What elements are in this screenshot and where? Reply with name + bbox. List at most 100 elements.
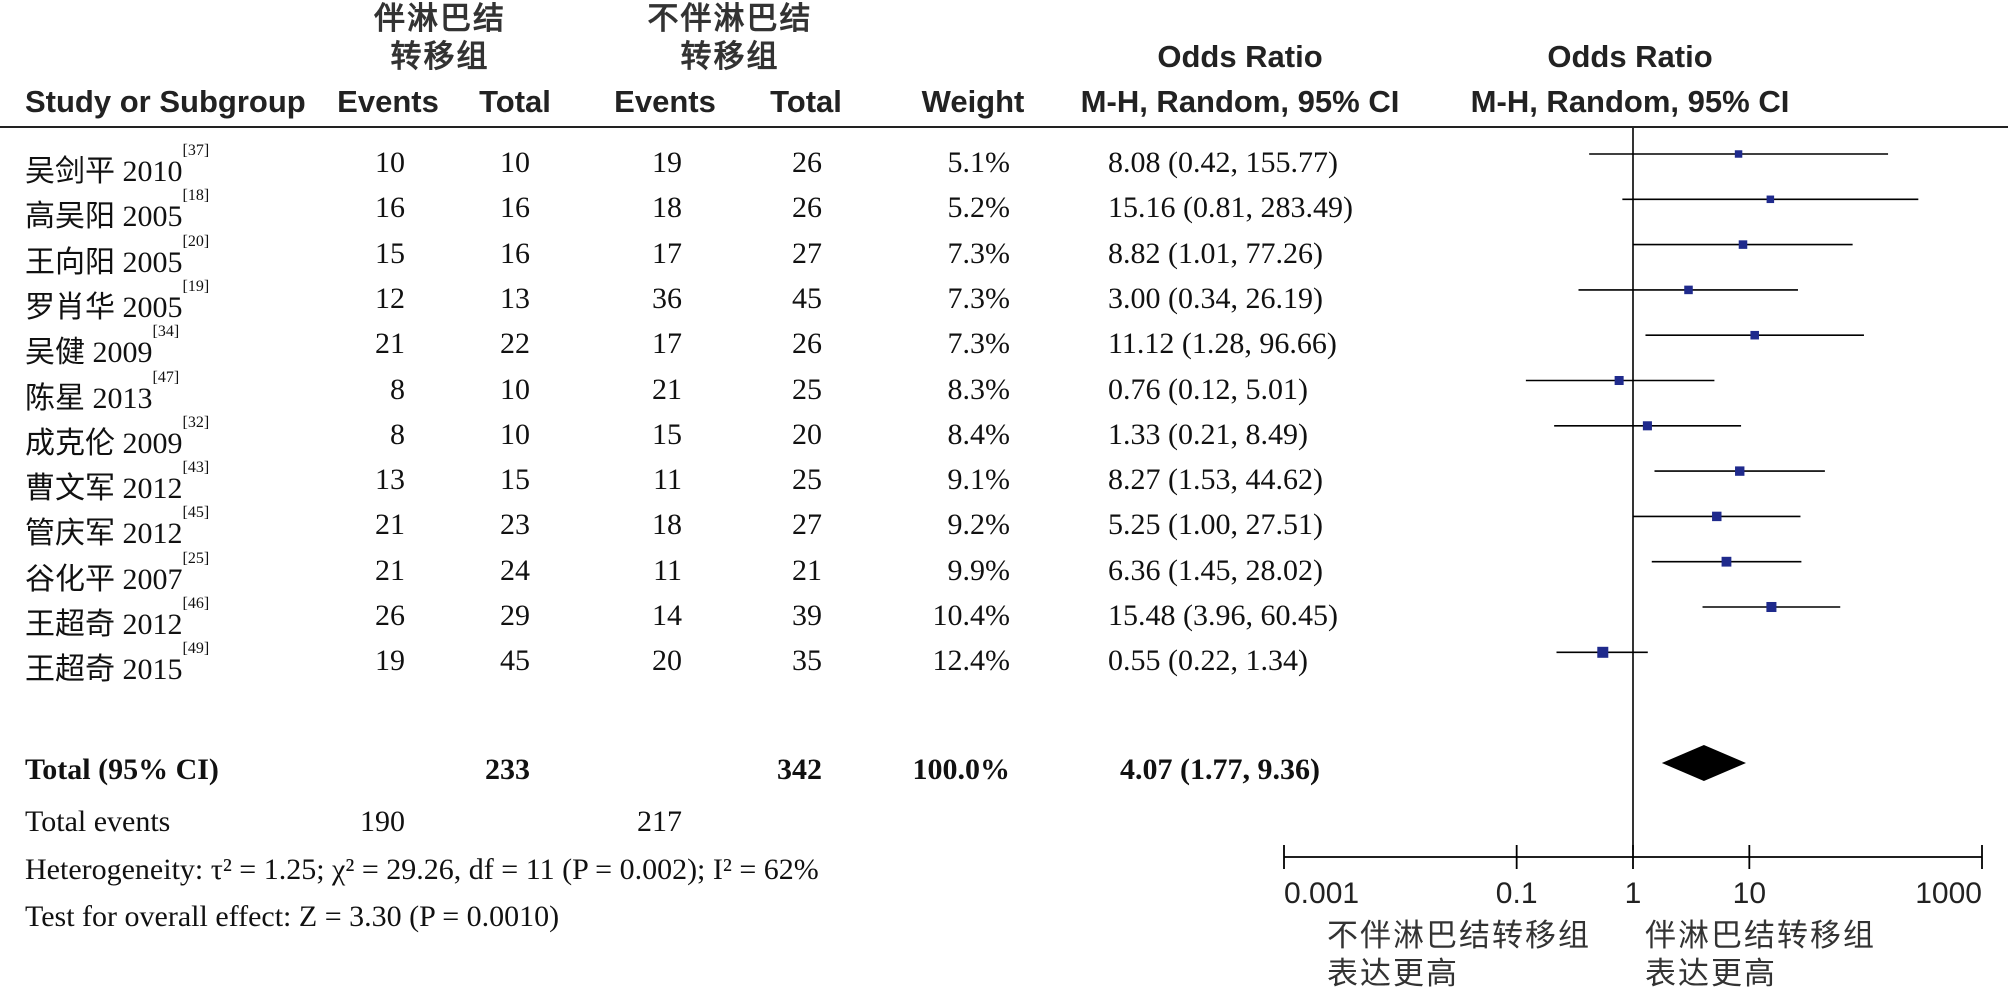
or-ci-cell: 6.36 (1.45, 28.02) xyxy=(1108,553,1323,587)
weight-cell: 7.3% xyxy=(947,281,1011,315)
right-direction-note: 伴淋巴结转移组 xyxy=(1645,918,1876,953)
events2-cell: 18 xyxy=(652,508,682,542)
total-label: Total (95% CI) xyxy=(25,753,219,786)
total2-cell: 21 xyxy=(792,553,822,587)
total1-cell: 10 xyxy=(500,417,530,451)
study-name: 管庆军 2012 xyxy=(25,517,183,551)
total2-cell: 27 xyxy=(792,236,822,270)
study-marker xyxy=(1738,240,1748,249)
events1-cell: 21 xyxy=(375,553,405,587)
total2-value: 342 xyxy=(777,753,822,786)
events1-cell: 8 xyxy=(390,372,405,406)
study-name: 高吴阳 2005 xyxy=(25,200,183,234)
total1-header: Total xyxy=(479,84,551,119)
total1-cell: 45 xyxy=(500,644,530,678)
group2-title: 不伴淋巴结 转移组 xyxy=(630,0,830,76)
total2-cell: 45 xyxy=(792,281,822,315)
events1-cell: 15 xyxy=(375,236,405,270)
events1-header: Events xyxy=(337,84,439,119)
study-name-cell: 谷化平 2007[25] xyxy=(25,550,209,598)
study-marker xyxy=(1750,330,1759,340)
events1-cell: 10 xyxy=(375,146,405,179)
total1-cell: 24 xyxy=(500,553,530,587)
events2-cell: 15 xyxy=(652,417,682,451)
events1-cell: 21 xyxy=(375,327,405,361)
total1-cell: 13 xyxy=(500,281,530,315)
total2-cell: 25 xyxy=(792,463,822,497)
group2-title-line1: 不伴淋巴结 xyxy=(647,1,813,36)
reference-superscript: [25] xyxy=(182,549,210,567)
total1-cell: 16 xyxy=(500,236,530,270)
events1-cell: 12 xyxy=(375,281,405,315)
plot-title: Odds Ratio xyxy=(1547,39,1713,74)
events2-cell: 17 xyxy=(652,236,682,270)
events1-cell: 8 xyxy=(390,417,405,451)
total1-value: 233 xyxy=(485,753,530,786)
events2-cell: 17 xyxy=(652,327,682,361)
weight-cell: 9.2% xyxy=(947,508,1011,542)
reference-superscript: [47] xyxy=(152,368,180,386)
weight-header: Weight xyxy=(921,84,1025,119)
x-tick-label: 0.1 xyxy=(1496,877,1538,910)
total2-cell: 20 xyxy=(792,417,822,451)
study-column-header: Study or Subgroup xyxy=(25,84,306,119)
pooled-diamond xyxy=(1661,745,1746,781)
study-name: 曹文军 2012 xyxy=(25,472,183,506)
study-name: 王超奇 2015 xyxy=(25,653,183,687)
study-name-cell: 陈星 2013[47] xyxy=(25,369,179,417)
study-name: 谷化平 2007 xyxy=(25,562,183,596)
or-ci-cell: 1.33 (0.21, 8.49) xyxy=(1108,417,1308,451)
events2-cell: 18 xyxy=(652,191,682,225)
total2-cell: 26 xyxy=(792,327,822,361)
reference-superscript: [37] xyxy=(182,142,210,159)
reference-superscript: [19] xyxy=(182,277,210,295)
study-name: 陈星 2013 xyxy=(25,381,153,415)
events2-cell: 21 xyxy=(652,372,682,406)
events2-cell: 11 xyxy=(653,553,682,587)
study-marker xyxy=(1766,601,1777,613)
study-marker xyxy=(1597,646,1609,658)
study-marker xyxy=(1766,195,1775,204)
total-events1: 190 xyxy=(360,805,405,838)
or-ci-cell: 8.27 (1.53, 44.62) xyxy=(1108,463,1323,497)
total1-cell: 22 xyxy=(500,327,530,361)
study-name: 吴剑平 2010 xyxy=(25,155,183,188)
study-name-cell: 罗肖华 2005[19] xyxy=(25,278,209,326)
or-ci-cell: 8.82 (1.01, 77.26) xyxy=(1108,236,1323,270)
or-ci-cell: 15.16 (0.81, 283.49) xyxy=(1108,191,1353,225)
total1-cell: 15 xyxy=(500,463,530,497)
study-name: 王超奇 2012 xyxy=(25,608,183,641)
x-tick-label: 0.001 xyxy=(1284,877,1359,910)
study-name-cell: 王超奇 2012[46] xyxy=(25,595,209,643)
study-name-cell: 高吴阳 2005[18] xyxy=(25,187,209,235)
or-ci-cell: 11.12 (1.28, 96.66) xyxy=(1108,327,1337,361)
x-tick-label: 1 xyxy=(1625,877,1642,910)
weight-cell: 7.3% xyxy=(947,327,1011,361)
total2-header: Total xyxy=(770,84,842,119)
weight-cell: 9.9% xyxy=(947,553,1011,587)
events2-cell: 19 xyxy=(652,146,682,179)
or-ci-cell: 0.76 (0.12, 5.01) xyxy=(1108,372,1308,406)
total1-cell: 10 xyxy=(500,372,530,406)
x-tick-label: 10 xyxy=(1733,877,1766,910)
reference-superscript: [46] xyxy=(182,595,210,612)
header-divider xyxy=(0,126,2008,128)
total2-cell: 27 xyxy=(792,508,822,542)
group2-title-line2: 转移组 xyxy=(680,39,780,74)
reference-superscript: [18] xyxy=(182,187,210,205)
total-weight: 100.0% xyxy=(912,753,1011,786)
study-name: 吴健 2009 xyxy=(25,336,153,370)
study-marker xyxy=(1721,556,1732,567)
study-marker xyxy=(1614,375,1624,386)
total-events2: 217 xyxy=(637,805,682,838)
study-name-cell: 王向阳 2005[20] xyxy=(25,233,209,281)
study-name-cell: 吴剑平 2010[37] xyxy=(25,142,209,190)
total2-cell: 26 xyxy=(792,146,822,179)
heterogeneity-stats: Heterogeneity: τ² = 1.25; χ² = 29.26, df… xyxy=(25,853,819,886)
study-name-cell: 成克伦 2009[32] xyxy=(25,414,209,462)
or-column-title: Odds Ratio xyxy=(1157,39,1323,74)
or-method-header: M-H, Random, 95% CI xyxy=(1080,84,1400,119)
study-name-cell: 王超奇 2015[49] xyxy=(25,640,209,688)
total1-cell: 16 xyxy=(500,191,530,225)
study-name-cell: 曹文军 2012[43] xyxy=(25,459,209,507)
